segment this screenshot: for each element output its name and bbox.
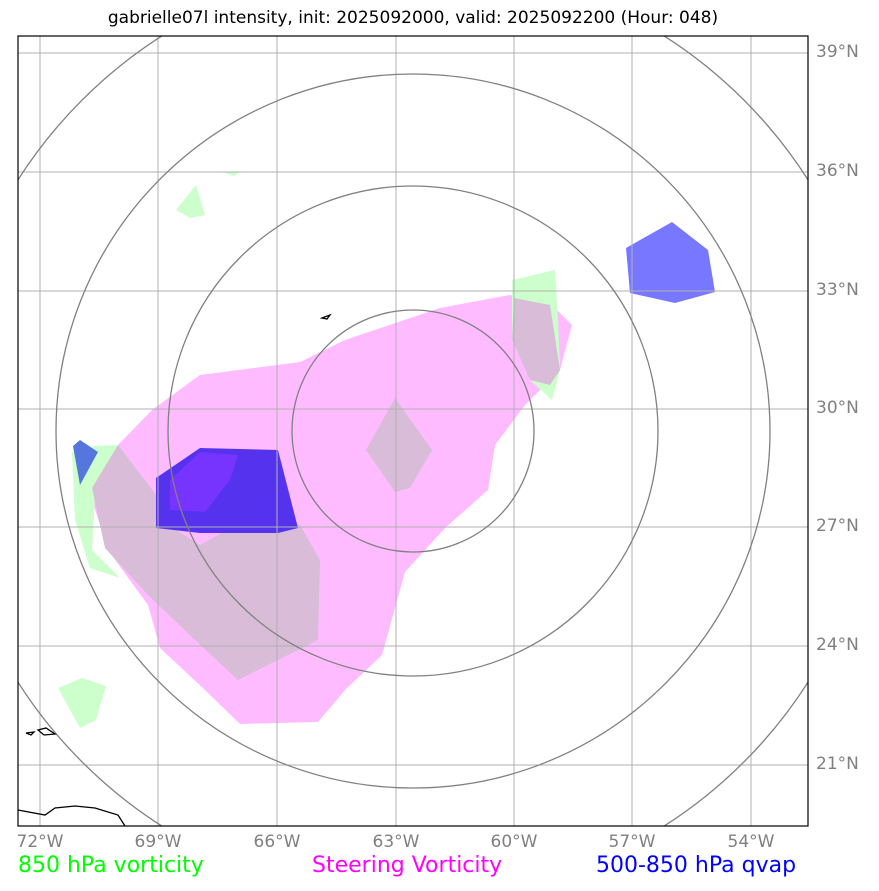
lat-label-27n: 27°N [816,516,859,536]
lat-label-21n: 21°N [816,754,859,774]
lon-label-57w: 57°W [608,832,656,852]
lon-label-60w: 60°W [490,832,538,852]
overlap-area-center [366,398,432,492]
lat-label-39n: 39°N [816,42,859,62]
vort850-area-left [72,445,120,578]
lat-label-33n: 33°N [816,280,859,300]
lon-label-72w: 72°W [16,832,64,852]
legend-qvap: 500-850 hPa qvap [596,853,797,878]
vort850-area-north [176,185,205,218]
lat-label-24n: 24°N [816,635,859,655]
chart-title: gabrielle07l intensity, init: 2025092000… [107,8,719,28]
lat-label-30n: 30°N [816,398,859,418]
qvap-area-northeast [626,222,715,303]
lon-label-63w: 63°W [372,832,420,852]
vort850-area-north-small [222,172,240,176]
legend-850-vorticity: 850 hPa vorticity [18,853,204,878]
coastlines [18,313,332,826]
vort850-area-south [58,678,106,728]
lat-label-36n: 36°N [816,161,859,181]
qvap-area-main-core [170,452,238,512]
map-frame [17,35,809,827]
qvap-area-west [73,440,98,485]
lon-label-66w: 66°W [253,832,301,852]
lon-label-69w: 69°W [134,832,182,852]
graticule [18,36,808,826]
overlap-area-east [512,298,560,385]
legend-steering-vorticity: Steering Vorticity [312,853,503,878]
lon-label-54w: 54°W [727,832,775,852]
